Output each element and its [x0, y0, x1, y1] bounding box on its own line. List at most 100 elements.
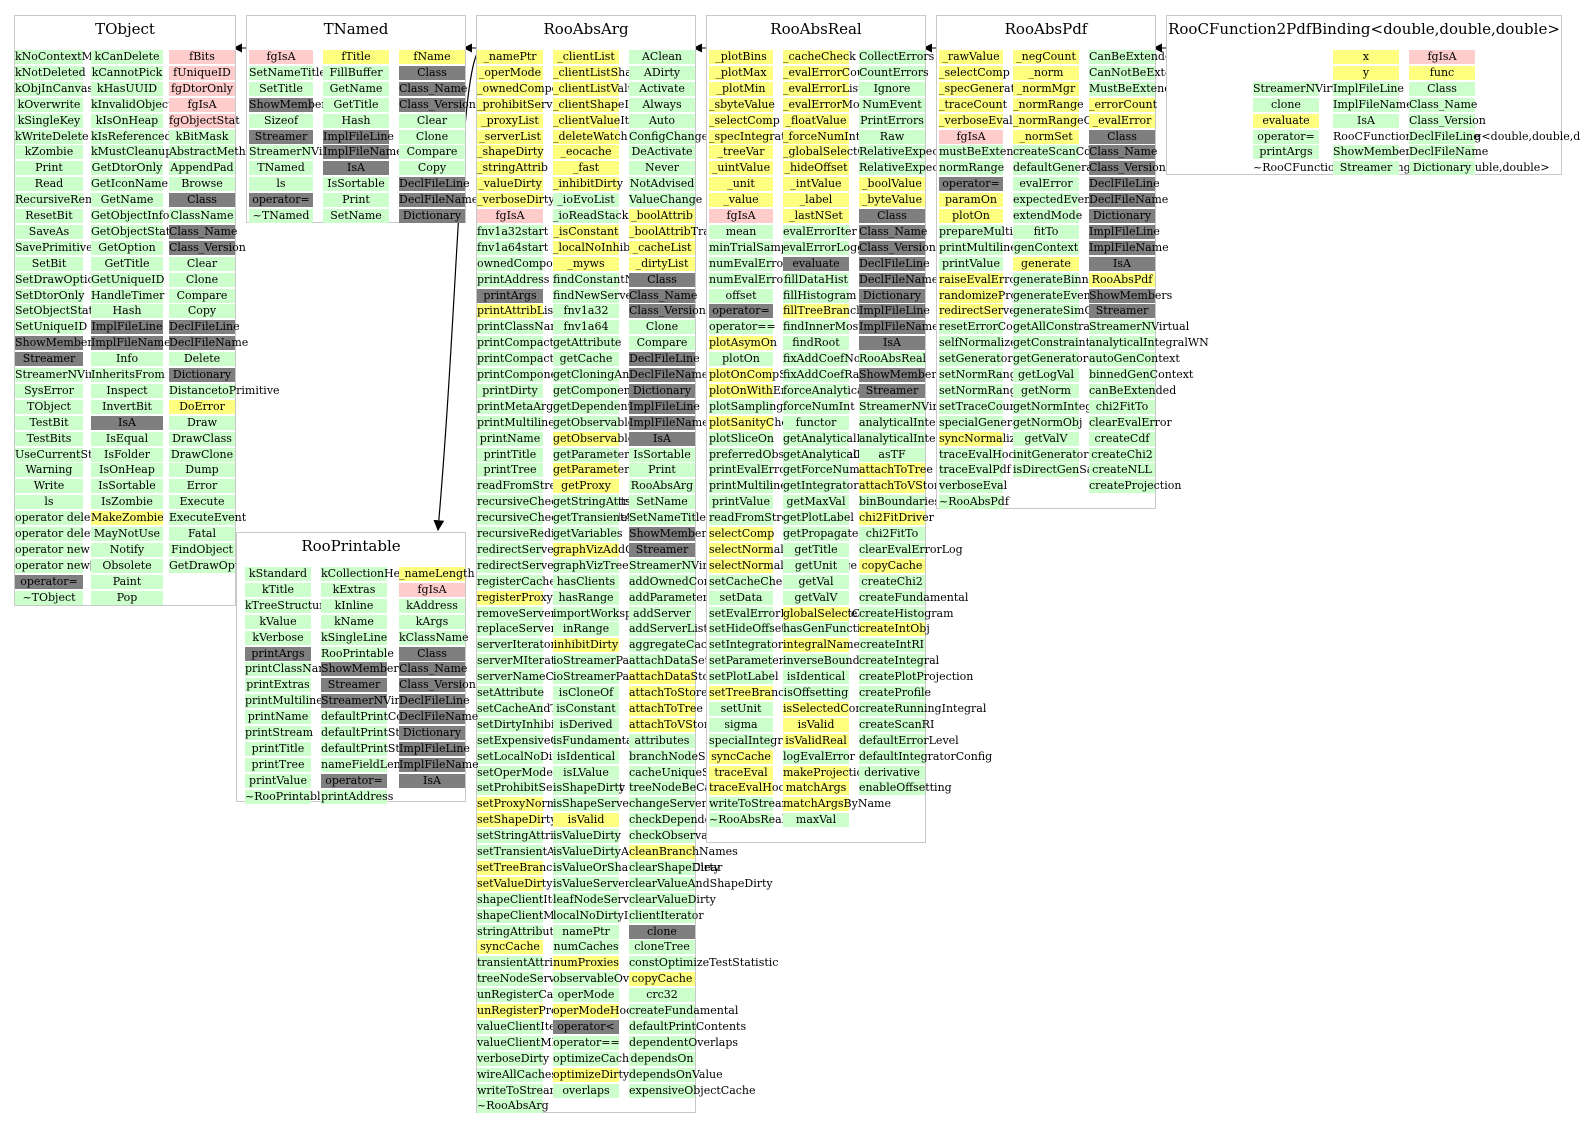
member-item: GetOption	[91, 240, 163, 255]
member-item: clearEvalError	[1089, 415, 1172, 430]
member-label: setExpensiveObjectCache	[477, 733, 622, 747]
member-item: sigma	[709, 717, 773, 732]
member-label: UseCurrentStyle	[15, 447, 109, 461]
member-item: extendMode	[1013, 209, 1082, 223]
member-label: IsZombie	[101, 495, 153, 509]
member-item: resetErrorCounters	[939, 320, 1049, 335]
member-item: cacheUniqueSuffix	[629, 765, 734, 780]
member-label: x	[1362, 50, 1370, 63]
class-tobject: TObject kNoContextMenu kNotDeleted kObjInC…	[14, 15, 280, 606]
member-label: DeclFileLine	[629, 352, 700, 366]
member-item: TestBit	[15, 415, 83, 430]
member-item: Streamer	[859, 383, 925, 398]
member-item: selectNormalizationRange	[709, 558, 857, 573]
member-item: specialGeneratorConfig	[939, 415, 1072, 430]
member-item: recursiveCheckDependents	[477, 495, 631, 510]
member-item: printDirty	[477, 383, 543, 398]
member-item	[1253, 66, 1319, 80]
member-label: ImplFileName	[91, 336, 171, 350]
member-item: Hash	[323, 113, 389, 128]
member-label: chi2FitTo	[865, 527, 919, 540]
member-label: copyCache	[631, 972, 693, 986]
member-item: getVariables	[553, 527, 623, 541]
member-label: addParameters	[629, 590, 714, 604]
member-label: setTreeBranchStatus	[709, 686, 828, 699]
member-label: evalErrorIter	[783, 224, 857, 238]
member-label: cloneTree	[634, 940, 690, 954]
member-item: ImplFileLine	[399, 741, 470, 756]
member-item: _plotMin	[709, 81, 773, 96]
member-label: getUnit	[794, 558, 838, 572]
member-label: minTrialSamples	[709, 240, 804, 254]
member-item: createIntegral	[859, 654, 939, 669]
member-item: optimizeCacheMode	[553, 1051, 667, 1066]
member-label: setTransientAttribute	[477, 845, 598, 858]
member-item: mean	[709, 224, 773, 239]
member-label: GetTitle	[333, 97, 379, 111]
member-item: StreamerNVirtual	[629, 558, 729, 573]
member-item: Dictionary	[629, 383, 695, 398]
member-label: ImplFileName	[323, 145, 403, 159]
member-item: checkDependents	[629, 813, 728, 828]
member-item: setParameterizeIntegral	[709, 654, 845, 669]
member-label: AbstractMethod	[169, 145, 260, 159]
member-label: operator delete	[15, 511, 102, 525]
member-label: DoError	[179, 399, 225, 413]
member-label: setShapeDirty	[477, 813, 557, 827]
member-item: shapeClientIterator	[477, 892, 587, 907]
member-item: ShowMembers	[321, 662, 404, 677]
member-label: InvertBit	[102, 399, 152, 413]
member-label: setIntegratorConfig	[709, 638, 820, 652]
member-item: raiseEvalError	[939, 272, 1021, 287]
member-item: preferredObservableScanOrder	[709, 447, 886, 462]
member-label: printDirty	[482, 383, 538, 397]
member-item: printAttribList	[477, 304, 558, 319]
member-label: recursiveCheckDependents	[477, 495, 631, 509]
member-label: TestBits	[26, 431, 72, 445]
member-item: kObjInCanvas	[15, 81, 93, 96]
member-item: ImplFileLine	[1333, 81, 1404, 96]
member-label: createIntObj	[859, 622, 930, 636]
member-label: Sizeof	[263, 113, 299, 127]
member-label: kNoContextMenu	[15, 50, 114, 63]
member-label: kWriteDelete	[15, 129, 89, 143]
member-item: printStream	[245, 726, 313, 740]
member-item: expensiveObjectCache	[629, 1083, 756, 1098]
member-item: Class_Version	[1409, 113, 1486, 128]
member-label: attachToVStore	[629, 717, 716, 731]
member-label: stringAttributes	[477, 924, 567, 938]
member-item: _isConstant	[553, 224, 619, 239]
member-item: ImplFileName	[1333, 97, 1413, 112]
member-label: Paint	[112, 574, 142, 588]
member-item: CountErrors	[859, 65, 929, 80]
member-label: specialGeneratorConfig	[939, 415, 1072, 429]
member-item: globalSelectComp	[783, 606, 884, 621]
member-label: setDirtyInhibit	[477, 717, 559, 731]
member-label: plotSliceOn	[709, 431, 774, 445]
member-label: fillDataHist	[784, 272, 848, 286]
member-item: fgIsA	[169, 97, 235, 112]
member-label: Streamer	[1095, 304, 1149, 318]
member-item: numEvalErrorItems	[709, 256, 820, 271]
member-label: sigma	[724, 717, 758, 731]
class-rooabspdf: RooAbsPdf _rawValue _selectComp _specGener…	[936, 15, 1209, 510]
member-item: selectComp	[709, 527, 774, 541]
member-item: kCanDelete	[91, 50, 163, 64]
member-label: Dictionary	[172, 368, 232, 381]
member-item: createIntObj	[859, 622, 930, 637]
member-label: ~TNamed	[252, 209, 310, 222]
member-item: ShowMembers	[629, 527, 712, 541]
member-label: IsA	[883, 336, 901, 350]
member-label: enableOffsetting	[859, 781, 952, 795]
member-item: printCompactTree	[477, 336, 580, 351]
member-item: attachToVStore	[859, 479, 946, 494]
member-label: getLogVal	[1018, 368, 1074, 381]
member-label: _unit	[727, 177, 755, 191]
member-label: isValueOrShapeDirtyAndClear	[553, 861, 722, 875]
class-rooabsreal: RooAbsReal _plotBins _plotMax _plotMin _sby…	[706, 15, 992, 843]
class-title: RooPrintable	[301, 537, 401, 555]
member-label: ShowMembers	[1089, 288, 1173, 302]
member-label: numEvalErrorItems	[709, 256, 820, 270]
member-item: syncCache	[709, 749, 773, 764]
member-label: printClassName	[477, 320, 568, 334]
